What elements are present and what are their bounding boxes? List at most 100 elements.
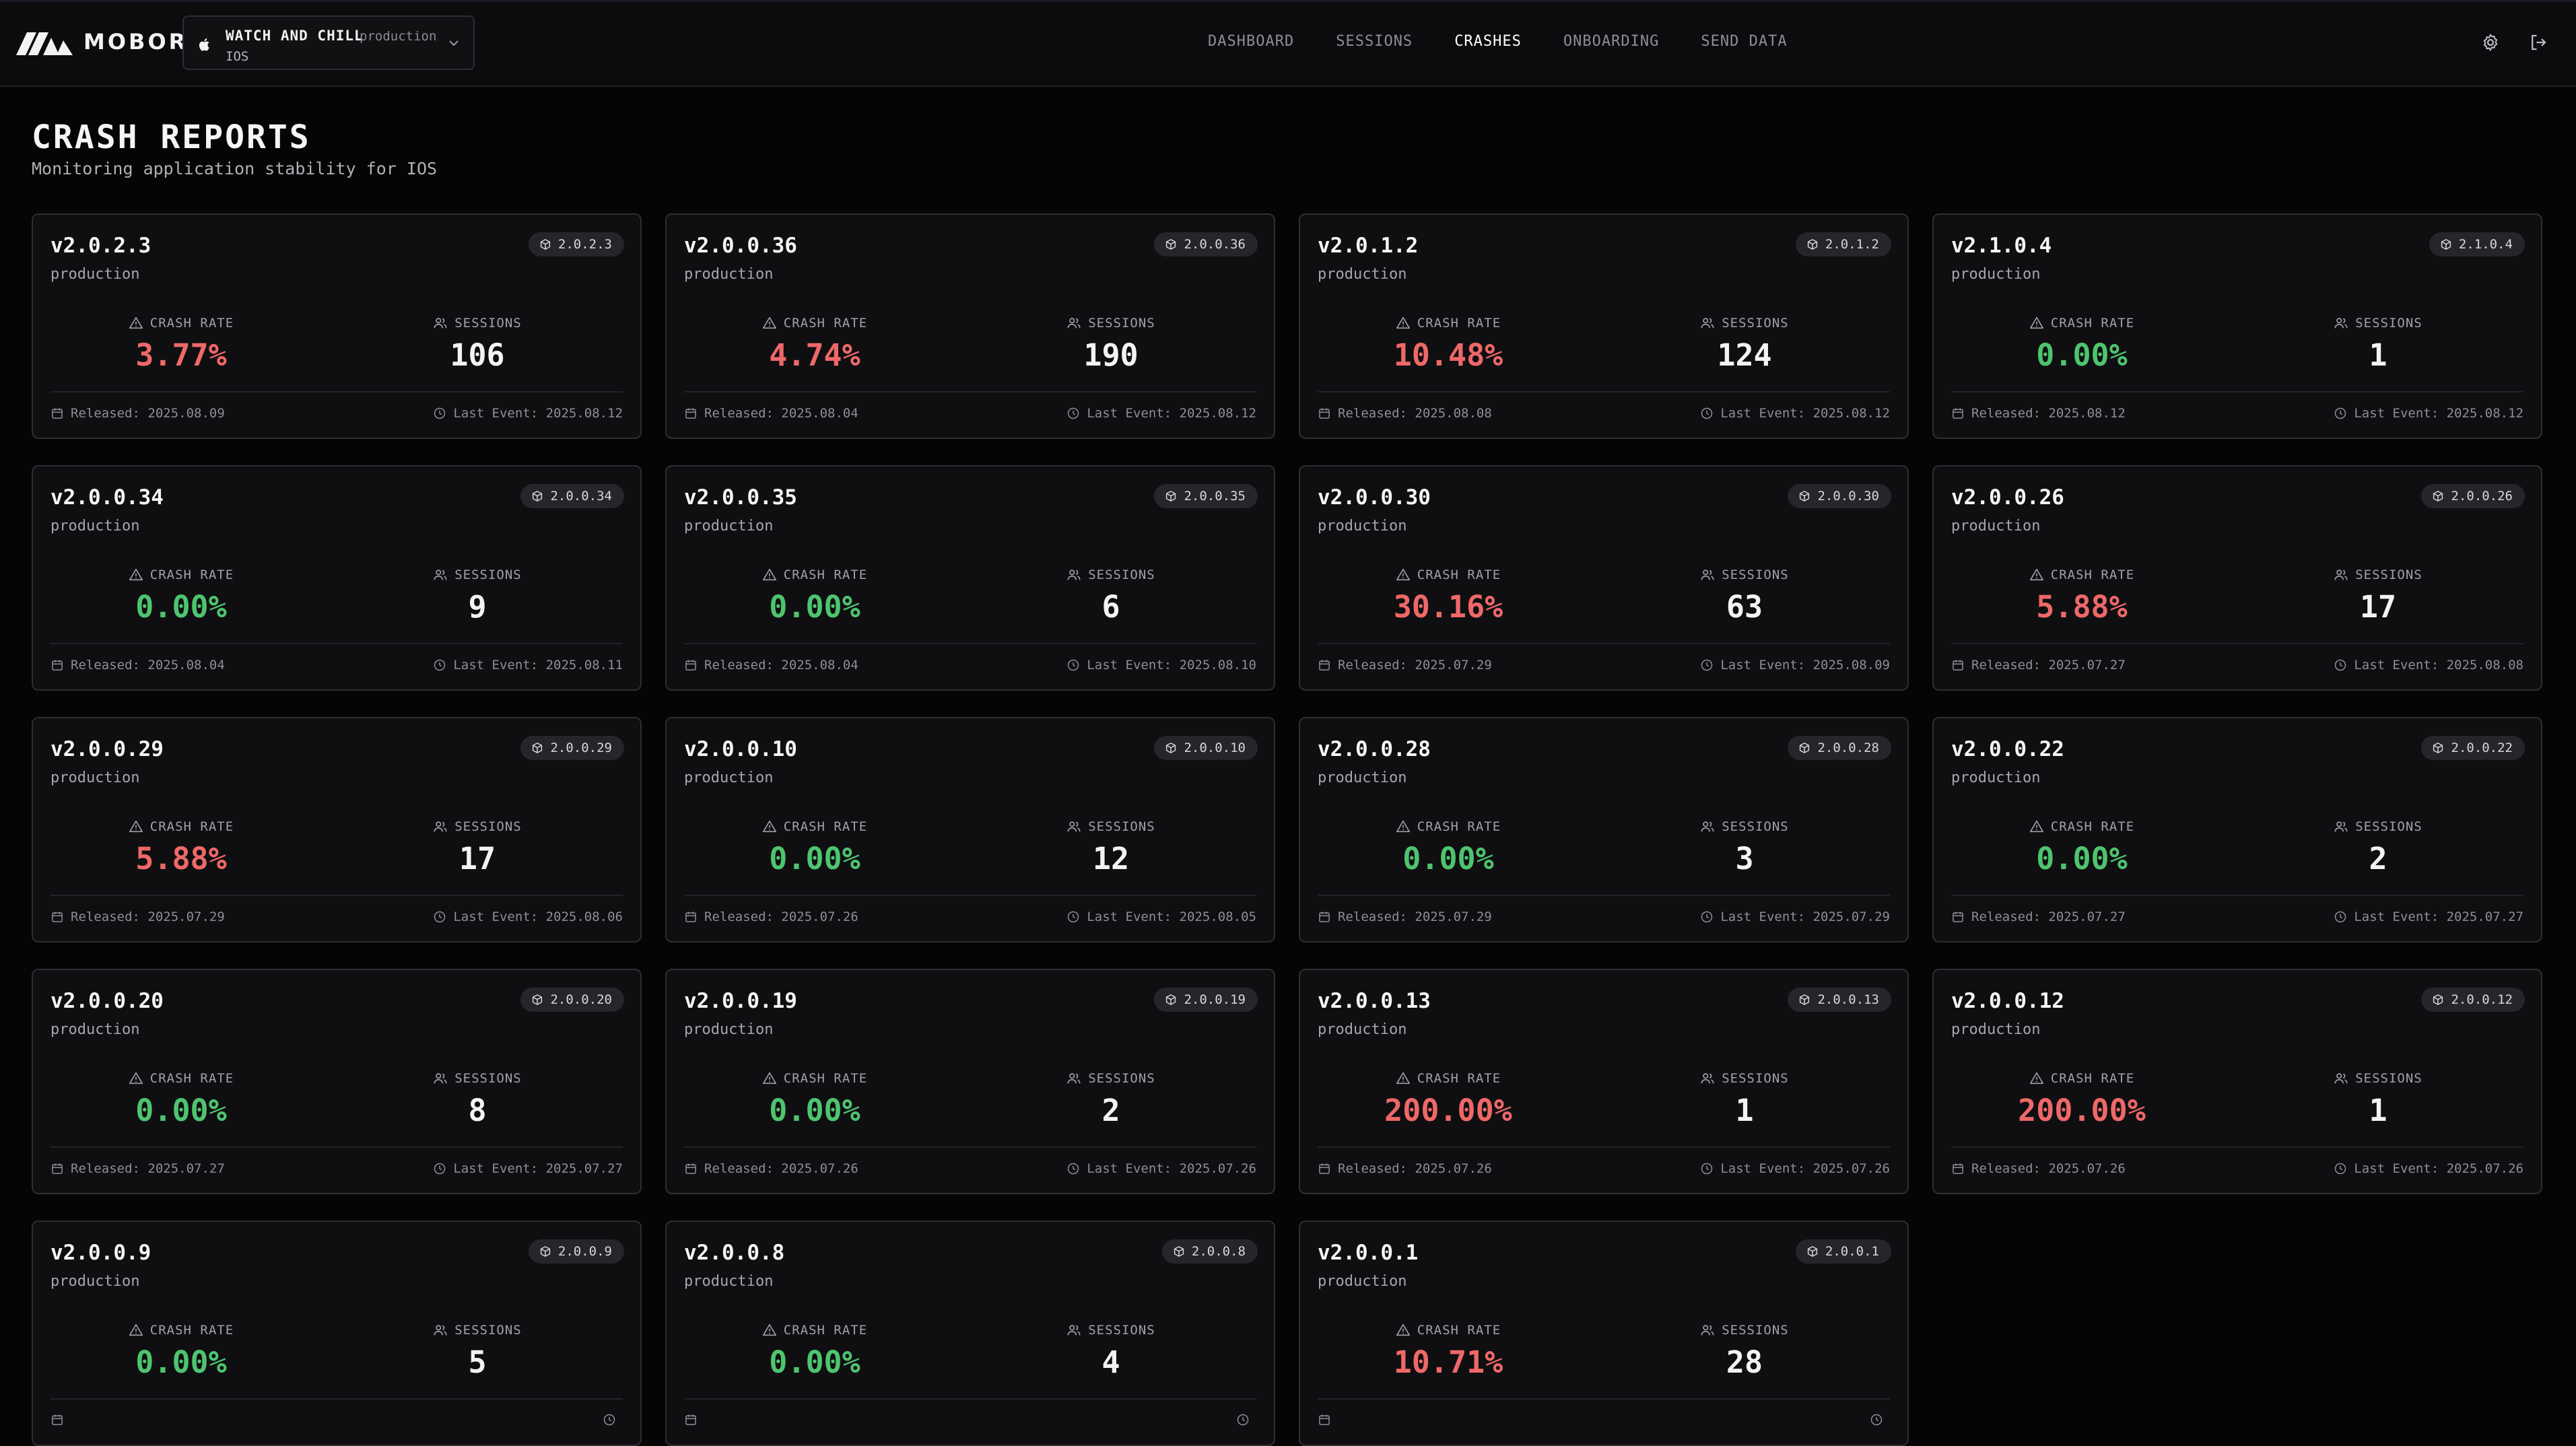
version-card[interactable]: v2.0.0.20 production 2.0.0.20 CRASH RATE… <box>32 969 642 1194</box>
released-text: Released: 2025.08.04 <box>71 658 225 673</box>
crash-rate-metric: CRASH RATE 10.71% <box>1300 1323 1596 1380</box>
environment-label: production <box>1951 266 2041 283</box>
version-card[interactable]: v2.0.0.8 production 2.0.0.8 CRASH RATE 0… <box>665 1220 1275 1446</box>
sessions-metric: SESSIONS 28 <box>1596 1323 1893 1380</box>
released-date: Released: 2025.08.08 <box>1318 406 1492 421</box>
crash-rate-metric: CRASH RATE 0.00% <box>1300 819 1596 876</box>
settings-icon[interactable] <box>2480 32 2501 53</box>
environment-label: production <box>50 266 140 283</box>
version-title: v2.0.0.34 <box>50 485 164 510</box>
version-badge-text: 2.0.0.1 <box>1825 1244 1879 1259</box>
environment-label: production <box>684 1273 774 1290</box>
sessions-metric: SESSIONS 17 <box>329 819 625 876</box>
version-card[interactable]: v2.0.0.1 production 2.0.0.1 CRASH RATE 1… <box>1299 1220 1909 1446</box>
crash-rate-label: CRASH RATE <box>149 1071 234 1086</box>
sessions-value: 17 <box>459 841 496 876</box>
sessions-value: 1 <box>2369 1093 2387 1128</box>
card-divider <box>1318 643 1890 644</box>
clock-icon <box>2335 407 2346 419</box>
crash-rate-value: 0.00% <box>769 1093 860 1128</box>
released-text: Released: 2025.07.26 <box>704 909 858 924</box>
nav-crashes[interactable]: CRASHES <box>1454 33 1522 50</box>
warning-triangle-icon <box>129 316 143 329</box>
version-card[interactable]: v2.0.1.2 production 2.0.1.2 CRASH RATE 1… <box>1299 213 1909 439</box>
version-card[interactable]: v2.1.0.4 production 2.1.0.4 CRASH RATE 0… <box>1932 213 2542 439</box>
last-event-date: Last Event: 2025.08.12 <box>1066 406 1256 421</box>
sessions-value: 1 <box>2369 337 2387 373</box>
version-title: v2.0.0.1 <box>1318 1241 1419 1265</box>
version-card[interactable]: v2.0.0.26 production 2.0.0.26 CRASH RATE… <box>1932 465 2542 691</box>
version-card[interactable]: v2.0.0.30 production 2.0.0.30 CRASH RATE… <box>1299 465 1909 691</box>
version-card[interactable]: v2.0.0.35 production 2.0.0.35 CRASH RATE… <box>665 465 1275 691</box>
app-selector[interactable]: WATCH AND CHILL production IOS <box>182 15 475 70</box>
brand-logo[interactable]: MOBORE <box>16 28 205 55</box>
released-text: Released: 2025.07.26 <box>1971 1161 2126 1176</box>
nav-send-data[interactable]: SEND DATA <box>1701 33 1788 50</box>
last-event-text: Last Event: 2025.08.06 <box>453 909 623 924</box>
nav-dashboard[interactable]: DASHBOARD <box>1208 33 1295 50</box>
crash-report-grid: v2.0.2.3 production 2.0.2.3 CRASH RATE 3… <box>32 213 2542 1446</box>
card-divider <box>50 1398 623 1400</box>
card-divider <box>684 1146 1256 1148</box>
sessions-label: SESSIONS <box>1722 316 1789 331</box>
released-date: Released: 2025.08.04 <box>684 658 858 673</box>
sessions-metric: SESSIONS 2 <box>963 1071 1259 1128</box>
version-card[interactable]: v2.0.0.19 production 2.0.0.19 CRASH RATE… <box>665 969 1275 1194</box>
calendar-icon <box>1953 408 1963 419</box>
clock-icon <box>2335 1163 2346 1175</box>
sessions-metric: SESSIONS 12 <box>963 819 1259 876</box>
page-subtitle: Monitoring application stability for IOS <box>32 159 438 178</box>
crash-rate-label: CRASH RATE <box>149 567 234 582</box>
users-icon <box>2334 1073 2348 1084</box>
version-card[interactable]: v2.0.0.29 production 2.0.0.29 CRASH RATE… <box>32 717 642 942</box>
environment-label: production <box>1318 1021 1407 1038</box>
released-text: Released: 2025.07.27 <box>1971 909 2126 924</box>
clock-icon <box>434 659 446 671</box>
version-card[interactable]: v2.0.0.36 production 2.0.0.36 CRASH RATE… <box>665 213 1275 439</box>
released-date: Released: 2025.07.26 <box>1318 1161 1492 1176</box>
users-icon <box>434 570 447 580</box>
version-card[interactable]: v2.0.2.3 production 2.0.2.3 CRASH RATE 3… <box>32 213 642 439</box>
last-event-date: Last Event: 2025.08.05 <box>1066 909 1256 924</box>
nav-sessions[interactable]: SESSIONS <box>1336 33 1413 50</box>
version-card[interactable]: v2.0.0.12 production 2.0.0.12 CRASH RATE… <box>1932 969 2542 1194</box>
package-icon <box>1800 743 1810 753</box>
sessions-value: 63 <box>1726 589 1763 625</box>
crash-rate-value: 0.00% <box>769 589 860 625</box>
nav-onboarding[interactable]: ONBOARDING <box>1563 33 1660 50</box>
calendar-icon <box>1953 1163 1963 1174</box>
sessions-label: SESSIONS <box>1722 567 1789 582</box>
version-card[interactable]: v2.0.0.13 production 2.0.0.13 CRASH RATE… <box>1299 969 1909 1194</box>
last-event-text: Last Event: 2025.07.27 <box>2354 909 2523 924</box>
sessions-value: 12 <box>1092 841 1130 876</box>
package-icon <box>1166 743 1176 753</box>
version-card[interactable]: v2.0.0.9 production 2.0.0.9 CRASH RATE 0… <box>32 1220 642 1446</box>
sessions-value: 28 <box>1726 1344 1763 1380</box>
last-event-date: Last Event: 2025.08.12 <box>2334 406 2523 421</box>
crash-rate-label: CRASH RATE <box>1417 819 1501 834</box>
version-card[interactable]: v2.0.0.34 production 2.0.0.34 CRASH RATE… <box>32 465 642 691</box>
last-event-text: Last Event: 2025.08.09 <box>1720 658 1890 673</box>
version-badge: 2.0.0.12 <box>2421 988 2525 1012</box>
crash-rate-label: CRASH RATE <box>1417 316 1501 331</box>
version-card[interactable]: v2.0.0.10 production 2.0.0.10 CRASH RATE… <box>665 717 1275 942</box>
version-card[interactable]: v2.0.0.28 production 2.0.0.28 CRASH RATE… <box>1299 717 1909 942</box>
environment-label: production <box>1951 518 2041 535</box>
crash-rate-metric: CRASH RATE 0.00% <box>1934 819 2230 876</box>
version-badge: 2.0.0.36 <box>1154 232 1258 256</box>
clock-icon <box>434 407 446 419</box>
last-event-text: Last Event: 2025.08.08 <box>2354 658 2523 673</box>
version-card[interactable]: v2.0.0.22 production 2.0.0.22 CRASH RATE… <box>1932 717 2542 942</box>
last-event-text: Last Event: 2025.08.12 <box>1087 406 1256 421</box>
last-event-date: Last Event: 2025.08.09 <box>1700 658 1890 673</box>
released-text: Released: 2025.07.27 <box>1971 658 2126 673</box>
warning-triangle-icon <box>129 568 143 581</box>
crash-rate-metric: CRASH RATE 5.88% <box>33 819 329 876</box>
users-icon <box>1067 570 1081 580</box>
last-event-text: Last Event: 2025.08.10 <box>1087 658 1256 673</box>
last-event-date: Last Event: 2025.08.06 <box>433 909 623 924</box>
package-icon <box>540 239 551 250</box>
last-event-text: Last Event: 2025.07.26 <box>1087 1161 1256 1176</box>
clock-icon <box>1237 1414 1249 1426</box>
logout-icon[interactable] <box>2528 32 2548 53</box>
